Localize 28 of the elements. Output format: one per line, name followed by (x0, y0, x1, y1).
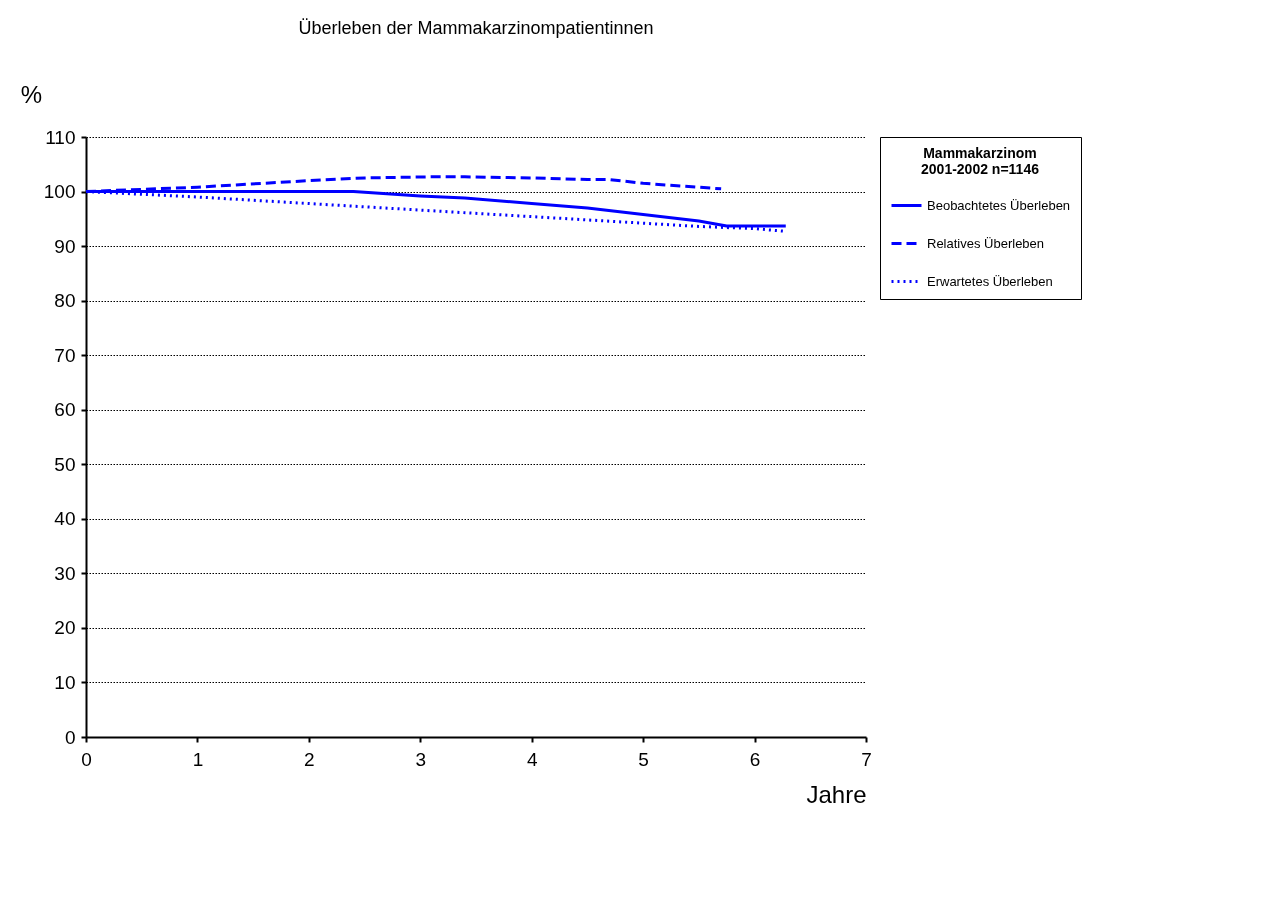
x-tick-label: 5 (638, 748, 649, 770)
x-tick-label: 3 (415, 748, 427, 770)
x-tick-label: 2 (304, 748, 315, 770)
x-tick-label: 7 (861, 748, 872, 770)
y-tick-label: 70 (54, 344, 76, 366)
y-axis-title: % (20, 80, 43, 108)
y-tick-label: 80 (54, 290, 76, 312)
x-tick-label: 6 (749, 748, 761, 770)
y-tick-label: 50 (54, 453, 76, 475)
y-tick-label: 110 (45, 126, 76, 148)
y-tick-label: 10 (54, 671, 76, 693)
y-tick-label: 0 (64, 726, 76, 748)
y-tick-label: 40 (54, 508, 76, 530)
legend-label: Relatives Überleben (927, 235, 1045, 251)
x-tick-label: 0 (81, 748, 92, 770)
legend-title: Mammakarzinom (923, 145, 1037, 161)
legend-label: Beobachtetes Überleben (927, 197, 1071, 213)
x-tick-label: 1 (192, 748, 204, 770)
y-tick-label: 30 (54, 562, 76, 584)
x-tick-label: 4 (526, 748, 538, 770)
x-axis-title: Jahre (806, 780, 867, 808)
legend-label: Erwartetes Überleben (927, 273, 1053, 289)
text: 2001-2002 n=1146 (921, 161, 1040, 177)
y-tick-label: 100 (43, 181, 76, 203)
chart-title: Überleben der Mammakarzinompatientinnen (298, 18, 654, 38)
y-tick-label: 20 (54, 617, 76, 639)
y-tick-label: 90 (54, 235, 76, 257)
y-tick-label: 60 (54, 399, 76, 421)
